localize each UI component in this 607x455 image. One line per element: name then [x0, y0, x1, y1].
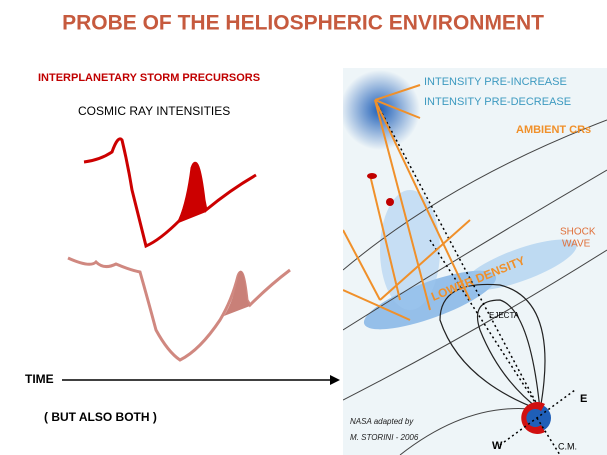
upper-curve: [83, 137, 257, 249]
direction-label: W: [492, 440, 503, 452]
upper-peak: [176, 163, 206, 224]
subheading: COSMIC RAY INTENSITIES: [78, 104, 230, 118]
direction-label: E: [580, 393, 587, 405]
heading: INTERPLANETARY STORM PRECURSORS: [38, 72, 260, 84]
region-label: EJECTA: [489, 311, 520, 320]
shock-label: SHOCK: [560, 227, 596, 238]
credit: M. STORINI - 2006: [350, 433, 419, 442]
note: ( BUT ALSO BOTH ): [44, 410, 157, 424]
direction-label: C.M.: [558, 441, 577, 451]
heliosphere-panel: INTENSITY PRE-INCREASE INTENSITY PRE-DEC…: [343, 68, 607, 455]
axis-label: TIME: [25, 372, 54, 386]
region-label: INTENSITY PRE-DECREASE: [424, 96, 571, 108]
time-arrow: [330, 375, 340, 385]
region-label: INTENSITY PRE-INCREASE: [424, 76, 567, 88]
title: PROBE OF THE HELIOSPHERIC ENVIRONMENT: [62, 12, 544, 35]
shock-label: WAVE: [562, 239, 591, 250]
lower-curve: [67, 256, 291, 362]
region-label: AMBIENT CRs: [516, 124, 591, 136]
credit: NASA adapted by: [350, 417, 414, 426]
lower-peak: [224, 270, 250, 316]
